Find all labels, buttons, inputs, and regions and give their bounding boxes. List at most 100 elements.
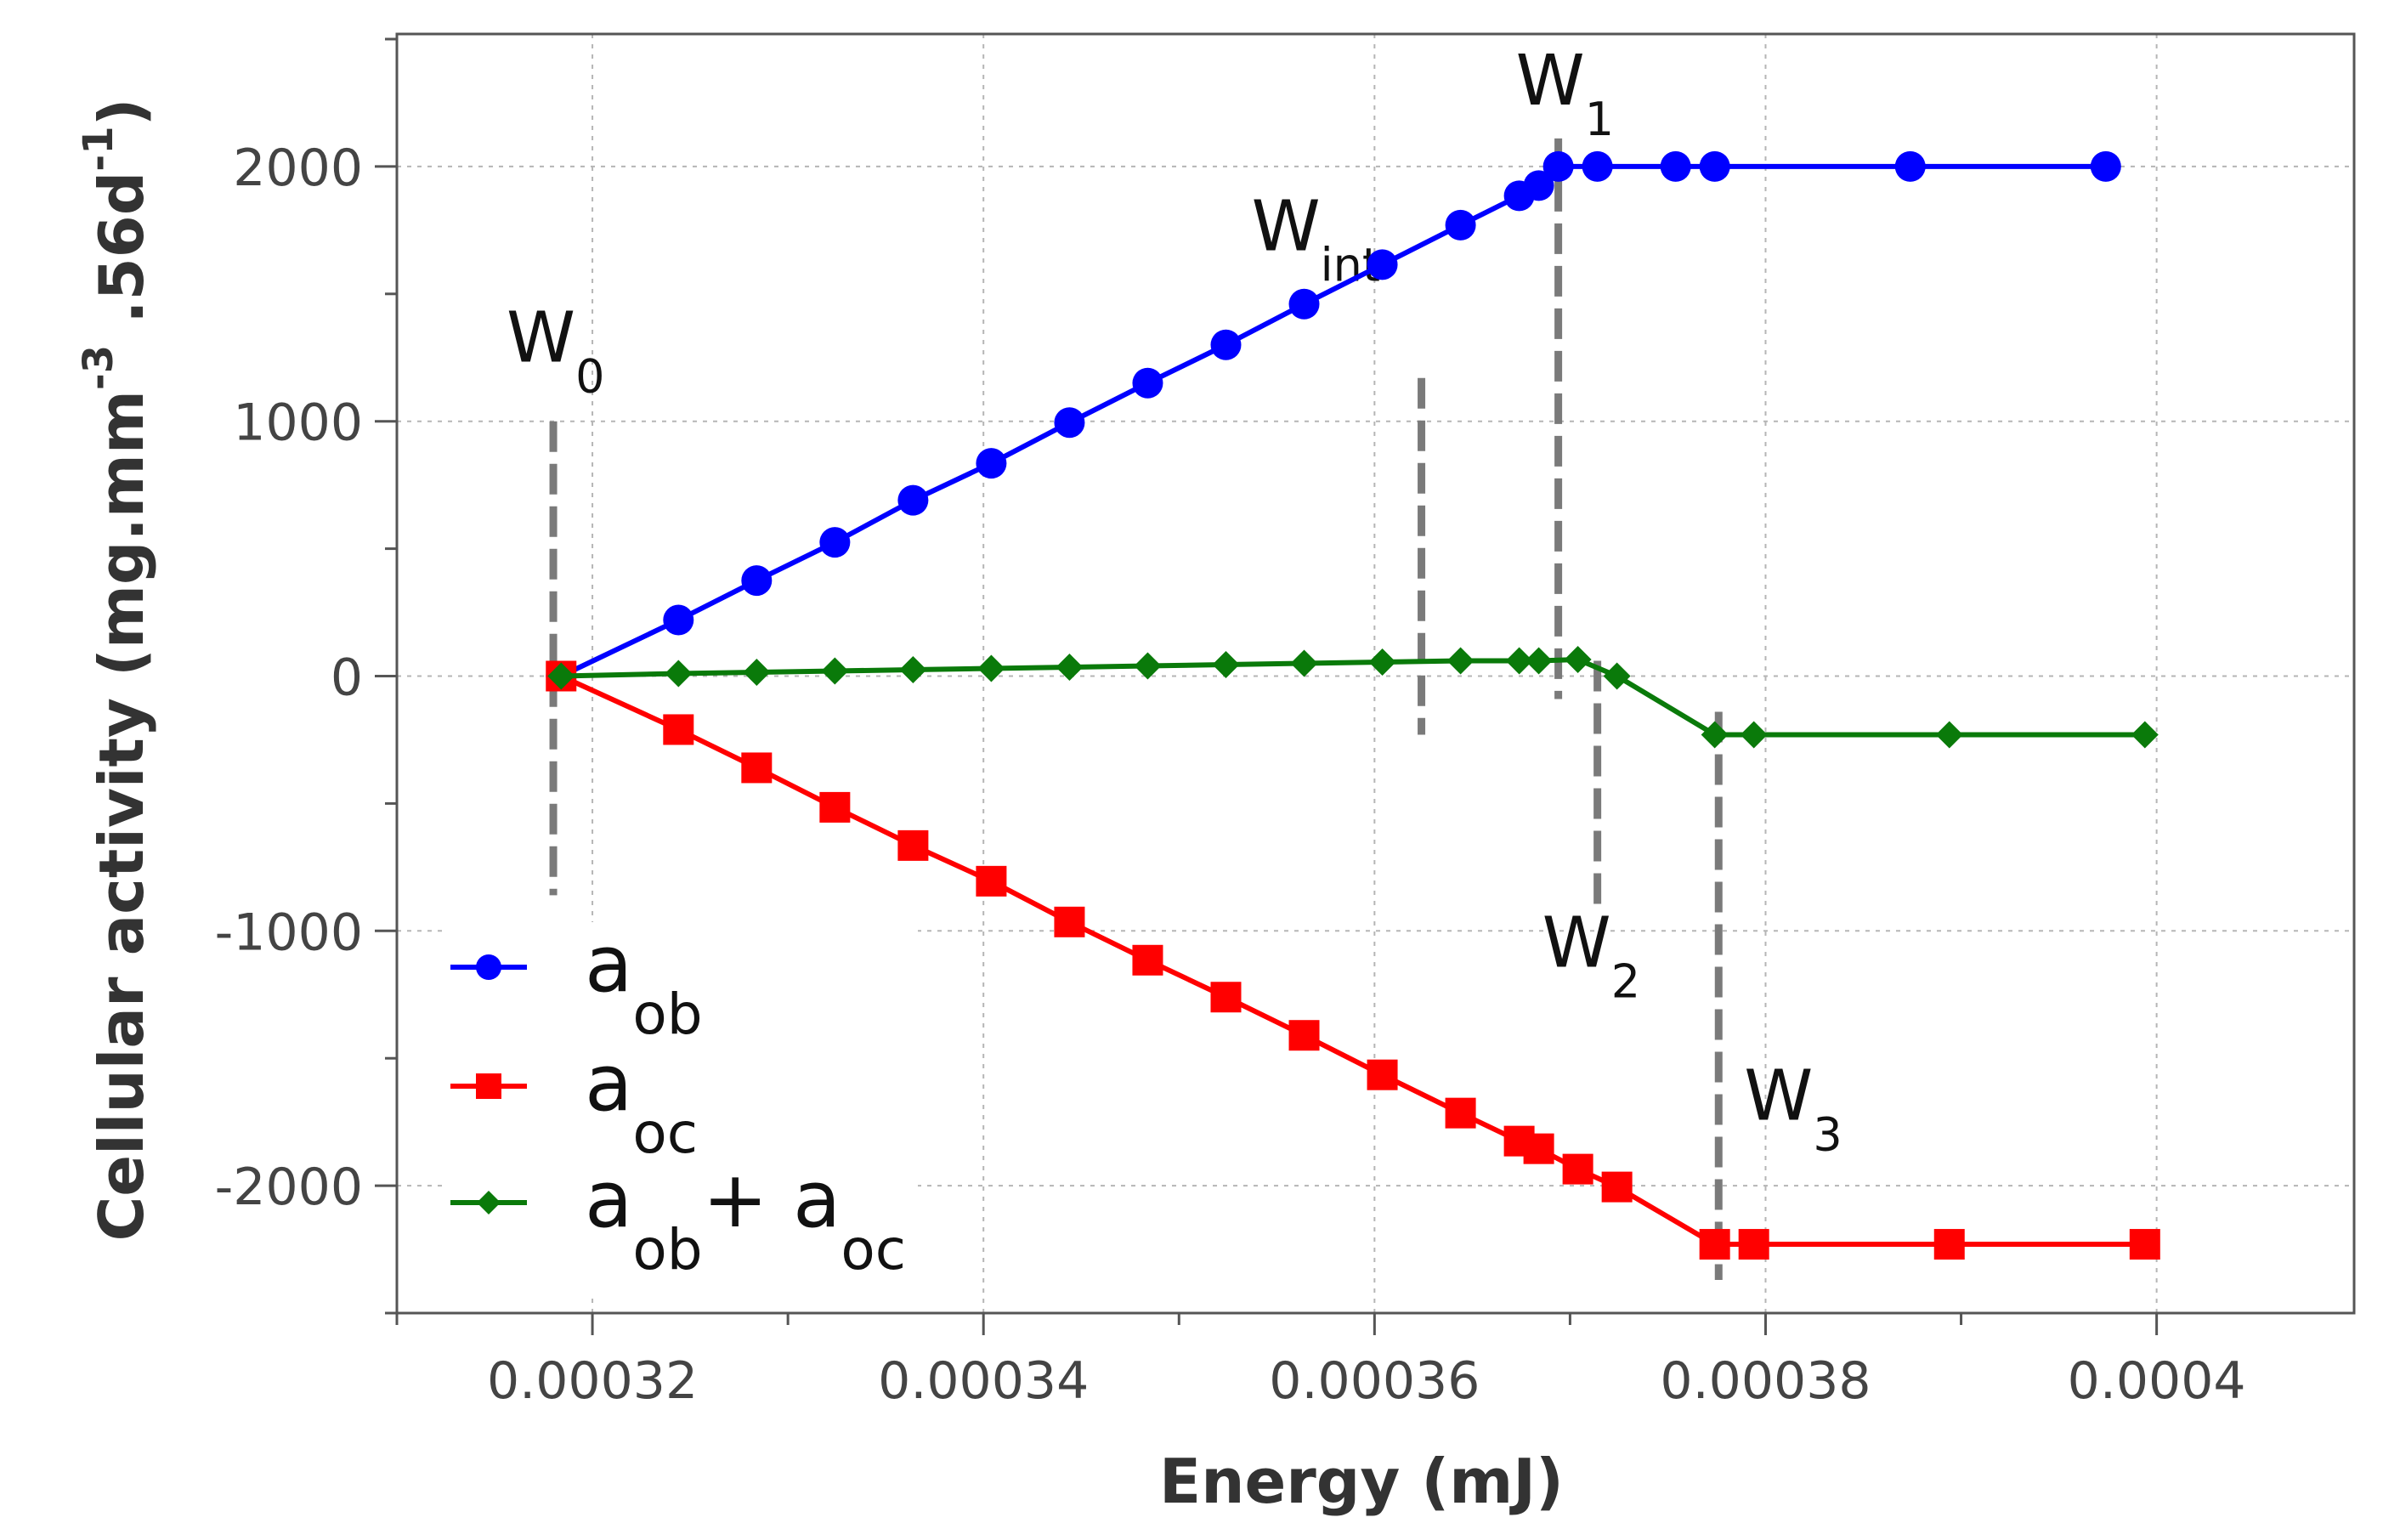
y-axis-title-mid: .56d (86, 172, 157, 345)
data-point (1601, 1171, 1633, 1203)
data-point (1603, 662, 1631, 690)
data-point (819, 527, 851, 558)
legend-label: aob+ aoc (585, 1154, 906, 1282)
legend-label-main: a (585, 1038, 632, 1129)
data-point (2129, 1229, 2160, 1260)
annotation-sub: 3 (1813, 1107, 1842, 1161)
legend-swatch-marker (476, 1073, 501, 1099)
annotation-label-w1: W1 (1516, 41, 1614, 146)
y-axis-title-main: Cellular activity (mg.mm (86, 390, 157, 1241)
x-tick-label: 0.0004 (2068, 1351, 2246, 1411)
data-point (2090, 150, 2121, 182)
data-point (1699, 1229, 1730, 1260)
y-axis-title-sup2: -1 (75, 126, 122, 171)
data-point (1738, 1229, 1769, 1260)
y-tick-label: 1000 (233, 393, 363, 453)
legend-label-plus: + a (703, 1154, 841, 1245)
data-point (1288, 1020, 1320, 1051)
legend-box (442, 922, 918, 1296)
legend-label-sub: oc (632, 1101, 698, 1166)
data-point (741, 752, 773, 784)
data-point (1933, 1229, 1965, 1260)
y-axis-title-sup1: -3 (75, 345, 122, 390)
data-point (819, 791, 851, 823)
legend-label-main: a (585, 1154, 632, 1245)
data-point (1367, 249, 1398, 280)
y-axis-title: Cellular activity (mg.mm-3 .56d-1) (75, 98, 157, 1241)
data-point (1212, 651, 1240, 679)
annotation-main: W (1252, 187, 1321, 268)
data-point (1210, 982, 1242, 1013)
y-tick-label: -2000 (215, 1158, 363, 1217)
data-point (1445, 209, 1476, 241)
data-point (1582, 150, 1613, 182)
data-point (1523, 170, 1554, 201)
annotation-label-w2: W2 (1542, 903, 1640, 1009)
data-point (1660, 150, 1691, 182)
data-point (1740, 721, 1768, 749)
x-tick-label: 0.00032 (487, 1351, 698, 1411)
series-a_ob + a_oc (547, 646, 2159, 749)
data-point (1699, 150, 1730, 182)
x-axis-title: Energy (mJ) (1159, 1446, 1564, 1517)
y-tick-label: -1000 (215, 903, 363, 962)
data-point (547, 662, 575, 690)
annotation-main: W (1744, 1056, 1813, 1136)
data-point (976, 865, 1007, 897)
legend-label-main: a (585, 919, 632, 1010)
data-point (741, 565, 773, 597)
data-point (1562, 1153, 1593, 1185)
data-point (663, 604, 694, 636)
y-tick-label: 2000 (233, 139, 363, 198)
y-axis-title-end: ) (86, 98, 157, 126)
data-point (1542, 150, 1574, 182)
annotation-sub: 1 (1585, 93, 1614, 146)
x-tick-label: 0.00034 (878, 1351, 1089, 1411)
data-point (663, 714, 694, 745)
data-point (1054, 407, 1085, 439)
legend-item: aob (450, 919, 703, 1047)
legend-label: aoc (585, 1038, 698, 1166)
data-point (1523, 1133, 1554, 1164)
x-tick-label: 0.00036 (1269, 1351, 1480, 1411)
data-point (897, 829, 929, 861)
annotation-label-w3: W3 (1744, 1056, 1842, 1161)
data-point (1367, 1059, 1398, 1090)
data-point (821, 657, 849, 685)
data-point (1445, 1097, 1476, 1129)
annotation-main: W (1542, 903, 1611, 984)
legend-label-sub: ob (632, 982, 702, 1047)
annotation-sub: 2 (1611, 955, 1640, 1009)
y-tick-label: 0 (331, 648, 363, 707)
data-point (1054, 906, 1085, 937)
series (546, 150, 2160, 1260)
data-point (1701, 721, 1729, 749)
legend-item: aob+ aoc (450, 1154, 906, 1282)
annotation-sub: 0 (575, 350, 604, 404)
data-point (1290, 649, 1318, 677)
data-point (1288, 288, 1320, 320)
data-point (1894, 150, 1926, 182)
data-point (1525, 647, 1553, 675)
legend-swatch-marker (477, 1191, 501, 1214)
data-point (1935, 721, 1963, 749)
data-point (897, 484, 929, 516)
annotation-label-wint: Wint (1252, 187, 1381, 292)
data-point (899, 656, 927, 684)
legend-label-sub: ob (632, 1217, 702, 1282)
data-point (976, 448, 1007, 479)
data-point (1056, 654, 1084, 682)
legend-item: aoc (450, 1038, 698, 1166)
x-tick-label: 0.00038 (1660, 1351, 1871, 1411)
data-point (665, 660, 693, 688)
data-point (1368, 648, 1396, 677)
data-point (1132, 367, 1163, 399)
legend-label: aob (585, 919, 703, 1047)
data-point (1134, 652, 1162, 680)
axes: 0.00032 0.00034 0.00036 0.00038 0.0004 -2000 -… (215, 37, 2246, 1411)
legend-label-sub2: oc (841, 1217, 906, 1282)
